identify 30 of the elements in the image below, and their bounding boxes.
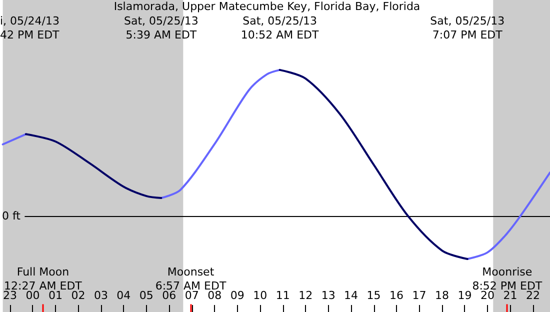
x-tick-label: 19 xyxy=(458,289,472,302)
x-tick-label: 01 xyxy=(48,289,62,302)
x-tick-label: 08 xyxy=(208,289,222,302)
x-tick-label: 09 xyxy=(230,289,244,302)
text: Sat, 05/25/13 10:52 AM EDT xyxy=(240,14,320,42)
ref-line-label: 0 ft xyxy=(2,209,22,222)
text: Sat, 05/25/13 5:39 AM EDT xyxy=(124,14,198,42)
x-tick-label: 14 xyxy=(344,289,358,302)
x-tick-label: 21 xyxy=(503,289,518,302)
x-tick-label: 12 xyxy=(298,289,313,302)
x-tick-label: 23 xyxy=(3,289,17,302)
x-tick-label: 22 xyxy=(526,289,540,302)
x-tick-label: 06 xyxy=(162,289,176,302)
x-tick-label: 13 xyxy=(321,289,336,302)
x-tick-label: 18 xyxy=(435,289,449,302)
x-tick-label: 11 xyxy=(276,289,290,302)
x-tick-label: 16 xyxy=(390,289,404,302)
x-tick-label: 15 xyxy=(366,289,381,302)
x-tick-label: 17 xyxy=(412,289,426,302)
x-tick-label: 05 xyxy=(139,289,154,302)
x-tick-label: 20 xyxy=(480,289,494,302)
x-tick-label: 00 xyxy=(26,289,40,302)
text: i, 05/24/13 42 PM EDT xyxy=(0,14,60,42)
text: Sat, 05/25/13 7:07 PM EDT xyxy=(430,14,505,42)
x-tick-label: 07 xyxy=(184,289,199,302)
x-tick-label: 03 xyxy=(94,289,108,302)
x-tick-label: 04 xyxy=(116,289,131,302)
chart-title: Islamorada, Upper Matecumbe Key, Florida Bay, Florida xyxy=(114,0,420,13)
x-tick-label: 10 xyxy=(253,289,268,302)
x-tick-label: 02 xyxy=(71,289,86,302)
